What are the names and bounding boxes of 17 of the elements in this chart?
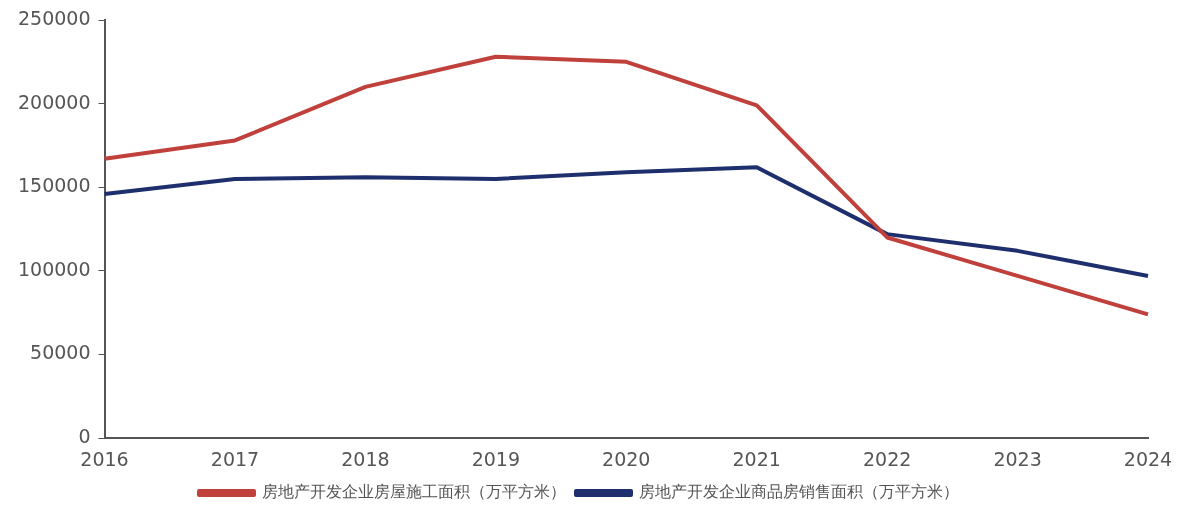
y-tick-label: 0 bbox=[78, 425, 91, 448]
y-tick-label: 50000 bbox=[30, 341, 91, 364]
x-tick-label: 2019 bbox=[471, 447, 521, 470]
y-tick-label: 250000 bbox=[18, 6, 91, 29]
x-tick-label: 2024 bbox=[1123, 447, 1173, 470]
y-tick-label: 150000 bbox=[18, 174, 91, 197]
x-tick-label: 2017 bbox=[210, 447, 260, 470]
y-tick-label: 100000 bbox=[18, 257, 91, 280]
y-tick-label: 200000 bbox=[18, 90, 91, 113]
x-tick-label: 2020 bbox=[602, 447, 651, 470]
legend-label: 房地产开发企业商品房销售面积（万平方米） bbox=[639, 482, 959, 502]
x-tick-label: 2018 bbox=[341, 447, 390, 470]
legend-label: 房地产开发企业房屋施工面积（万平方米） bbox=[262, 482, 566, 502]
x-tick-label: 2016 bbox=[80, 447, 129, 470]
x-tick-label: 2022 bbox=[862, 447, 912, 470]
x-tick-label: 2023 bbox=[993, 447, 1042, 470]
x-tick-label: 2021 bbox=[732, 447, 781, 470]
